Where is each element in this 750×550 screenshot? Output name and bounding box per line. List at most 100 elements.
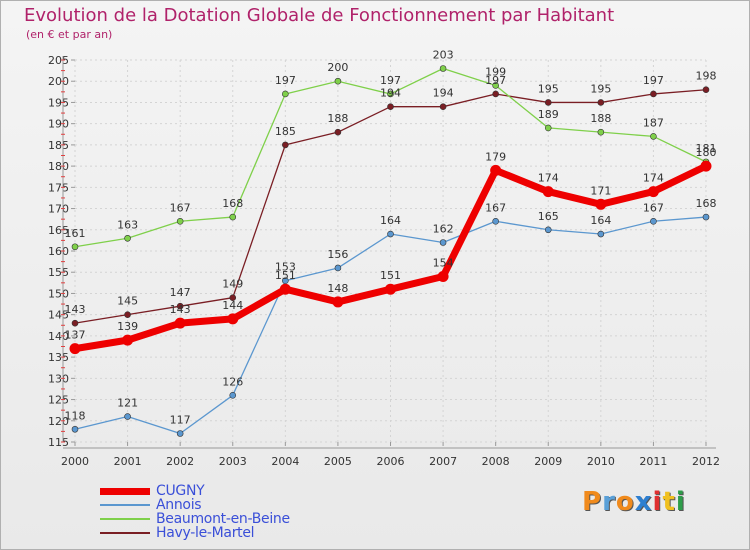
data-point (124, 413, 131, 420)
data-label: 203 (433, 48, 454, 61)
data-point (650, 217, 657, 225)
data-point (544, 226, 552, 234)
data-point (124, 311, 131, 318)
data-point (176, 302, 184, 310)
legend: CUGNY Annois Beaumont-en-Beine Havy-le-M… (100, 483, 360, 541)
data-label: 164 (590, 214, 611, 227)
data-point (71, 243, 79, 251)
data-point (124, 234, 131, 242)
data-point (387, 230, 394, 238)
data-point (650, 90, 657, 98)
data-point (227, 313, 239, 325)
legend-label-annois: Annois (156, 497, 202, 513)
logo-letter: r (602, 487, 616, 517)
data-label: 144 (222, 299, 243, 312)
data-point (229, 294, 237, 301)
legend-swatch-annois (100, 504, 150, 506)
y-tick-label: 205 (48, 54, 69, 67)
legend-label-beaumont-en-beine: Beaumont-en-Beine (156, 511, 290, 527)
legend-item-havy-le-martel[interactable]: Havy-le-Martel (100, 525, 360, 541)
legend-item-annois[interactable]: Annois (100, 497, 360, 513)
data-label: 167 (485, 201, 506, 214)
y-tick-label: 145 (48, 309, 69, 322)
data-point (702, 86, 710, 94)
data-label: 168 (222, 197, 243, 210)
data-label: 151 (275, 269, 296, 282)
data-point (122, 334, 134, 346)
data-point (334, 264, 342, 272)
data-point (597, 230, 605, 238)
y-tick-label: 200 (48, 75, 69, 88)
x-tick-label: 2012 (692, 455, 720, 468)
data-point (542, 186, 554, 198)
y-tick-label: 155 (48, 266, 69, 279)
data-point (544, 99, 552, 106)
x-tick-label: 2008 (482, 455, 510, 468)
legend-swatch-havy-le-martel (100, 532, 150, 534)
y-tick-label: 115 (48, 436, 69, 449)
y-tick-label: 175 (48, 181, 69, 194)
data-point (279, 283, 291, 295)
data-label: 198 (696, 70, 717, 83)
data-point (437, 270, 449, 282)
data-label: 139 (117, 320, 138, 333)
data-label: 195 (590, 82, 611, 95)
data-label: 188 (327, 112, 348, 125)
data-label: 121 (117, 397, 138, 410)
y-tick-label: 185 (48, 139, 69, 152)
y-tick-label: 125 (48, 394, 69, 407)
x-tick-label: 2011 (639, 455, 667, 468)
data-point (700, 160, 712, 172)
axis-layer: 115 120 125 130 135 140 145 150 155 160 165 170 175 1… (48, 54, 720, 468)
data-point (439, 239, 447, 246)
logo-letter: P (582, 487, 603, 517)
y-tick-label: 170 (48, 203, 69, 216)
x-tick-label: 2004 (271, 455, 299, 468)
legend-label-cugny: CUGNY (156, 483, 205, 499)
data-point (595, 198, 607, 210)
grid-layer (74, 59, 707, 443)
proxiti-logo: Proxiti (582, 487, 686, 517)
data-label: 118 (65, 409, 86, 422)
data-point (492, 217, 499, 225)
data-point (334, 128, 342, 136)
data-point (387, 90, 394, 98)
data-point (229, 392, 237, 399)
data-point (439, 65, 447, 72)
y-tick-label: 150 (48, 287, 69, 300)
data-point (176, 217, 184, 225)
x-tick-label: 2009 (534, 455, 562, 468)
data-label: 194 (380, 87, 401, 100)
data-label: 167 (170, 201, 191, 214)
legend-item-beaumont-en-beine[interactable]: Beaumont-en-Beine (100, 511, 360, 527)
x-tick-label: 2006 (377, 455, 405, 468)
chart-title: Evolution de la Dotation Globale de Fonc… (24, 5, 615, 26)
data-label: 179 (485, 150, 506, 163)
x-tick-label: 2005 (324, 455, 352, 468)
x-tick-label: 2002 (166, 455, 194, 468)
data-label: 188 (590, 112, 611, 125)
logo-letter: x (634, 487, 653, 517)
legend-item-cugny[interactable]: CUGNY (100, 483, 360, 499)
legend-swatch-cugny (100, 488, 150, 495)
logo-letter: t (662, 487, 676, 517)
logo-letter: o (615, 487, 635, 517)
data-label: 197 (485, 74, 506, 87)
data-label: 161 (65, 227, 86, 240)
legend-swatch-beaumont-en-beine (100, 518, 150, 520)
data-point (387, 103, 394, 110)
data-label: 197 (275, 74, 296, 87)
data-label: 143 (65, 303, 86, 316)
data-label: 165 (538, 210, 559, 223)
data-point (492, 90, 499, 98)
x-tick-label: 2010 (587, 455, 615, 468)
data-label: 164 (380, 214, 401, 227)
x-tick-label: 2007 (429, 455, 457, 468)
logo-letter: i (675, 487, 686, 517)
data-point (439, 103, 447, 110)
data-label: 168 (696, 197, 717, 210)
data-label: 189 (538, 108, 559, 121)
legend-label-havy-le-martel: Havy-le-Martel (156, 525, 255, 541)
